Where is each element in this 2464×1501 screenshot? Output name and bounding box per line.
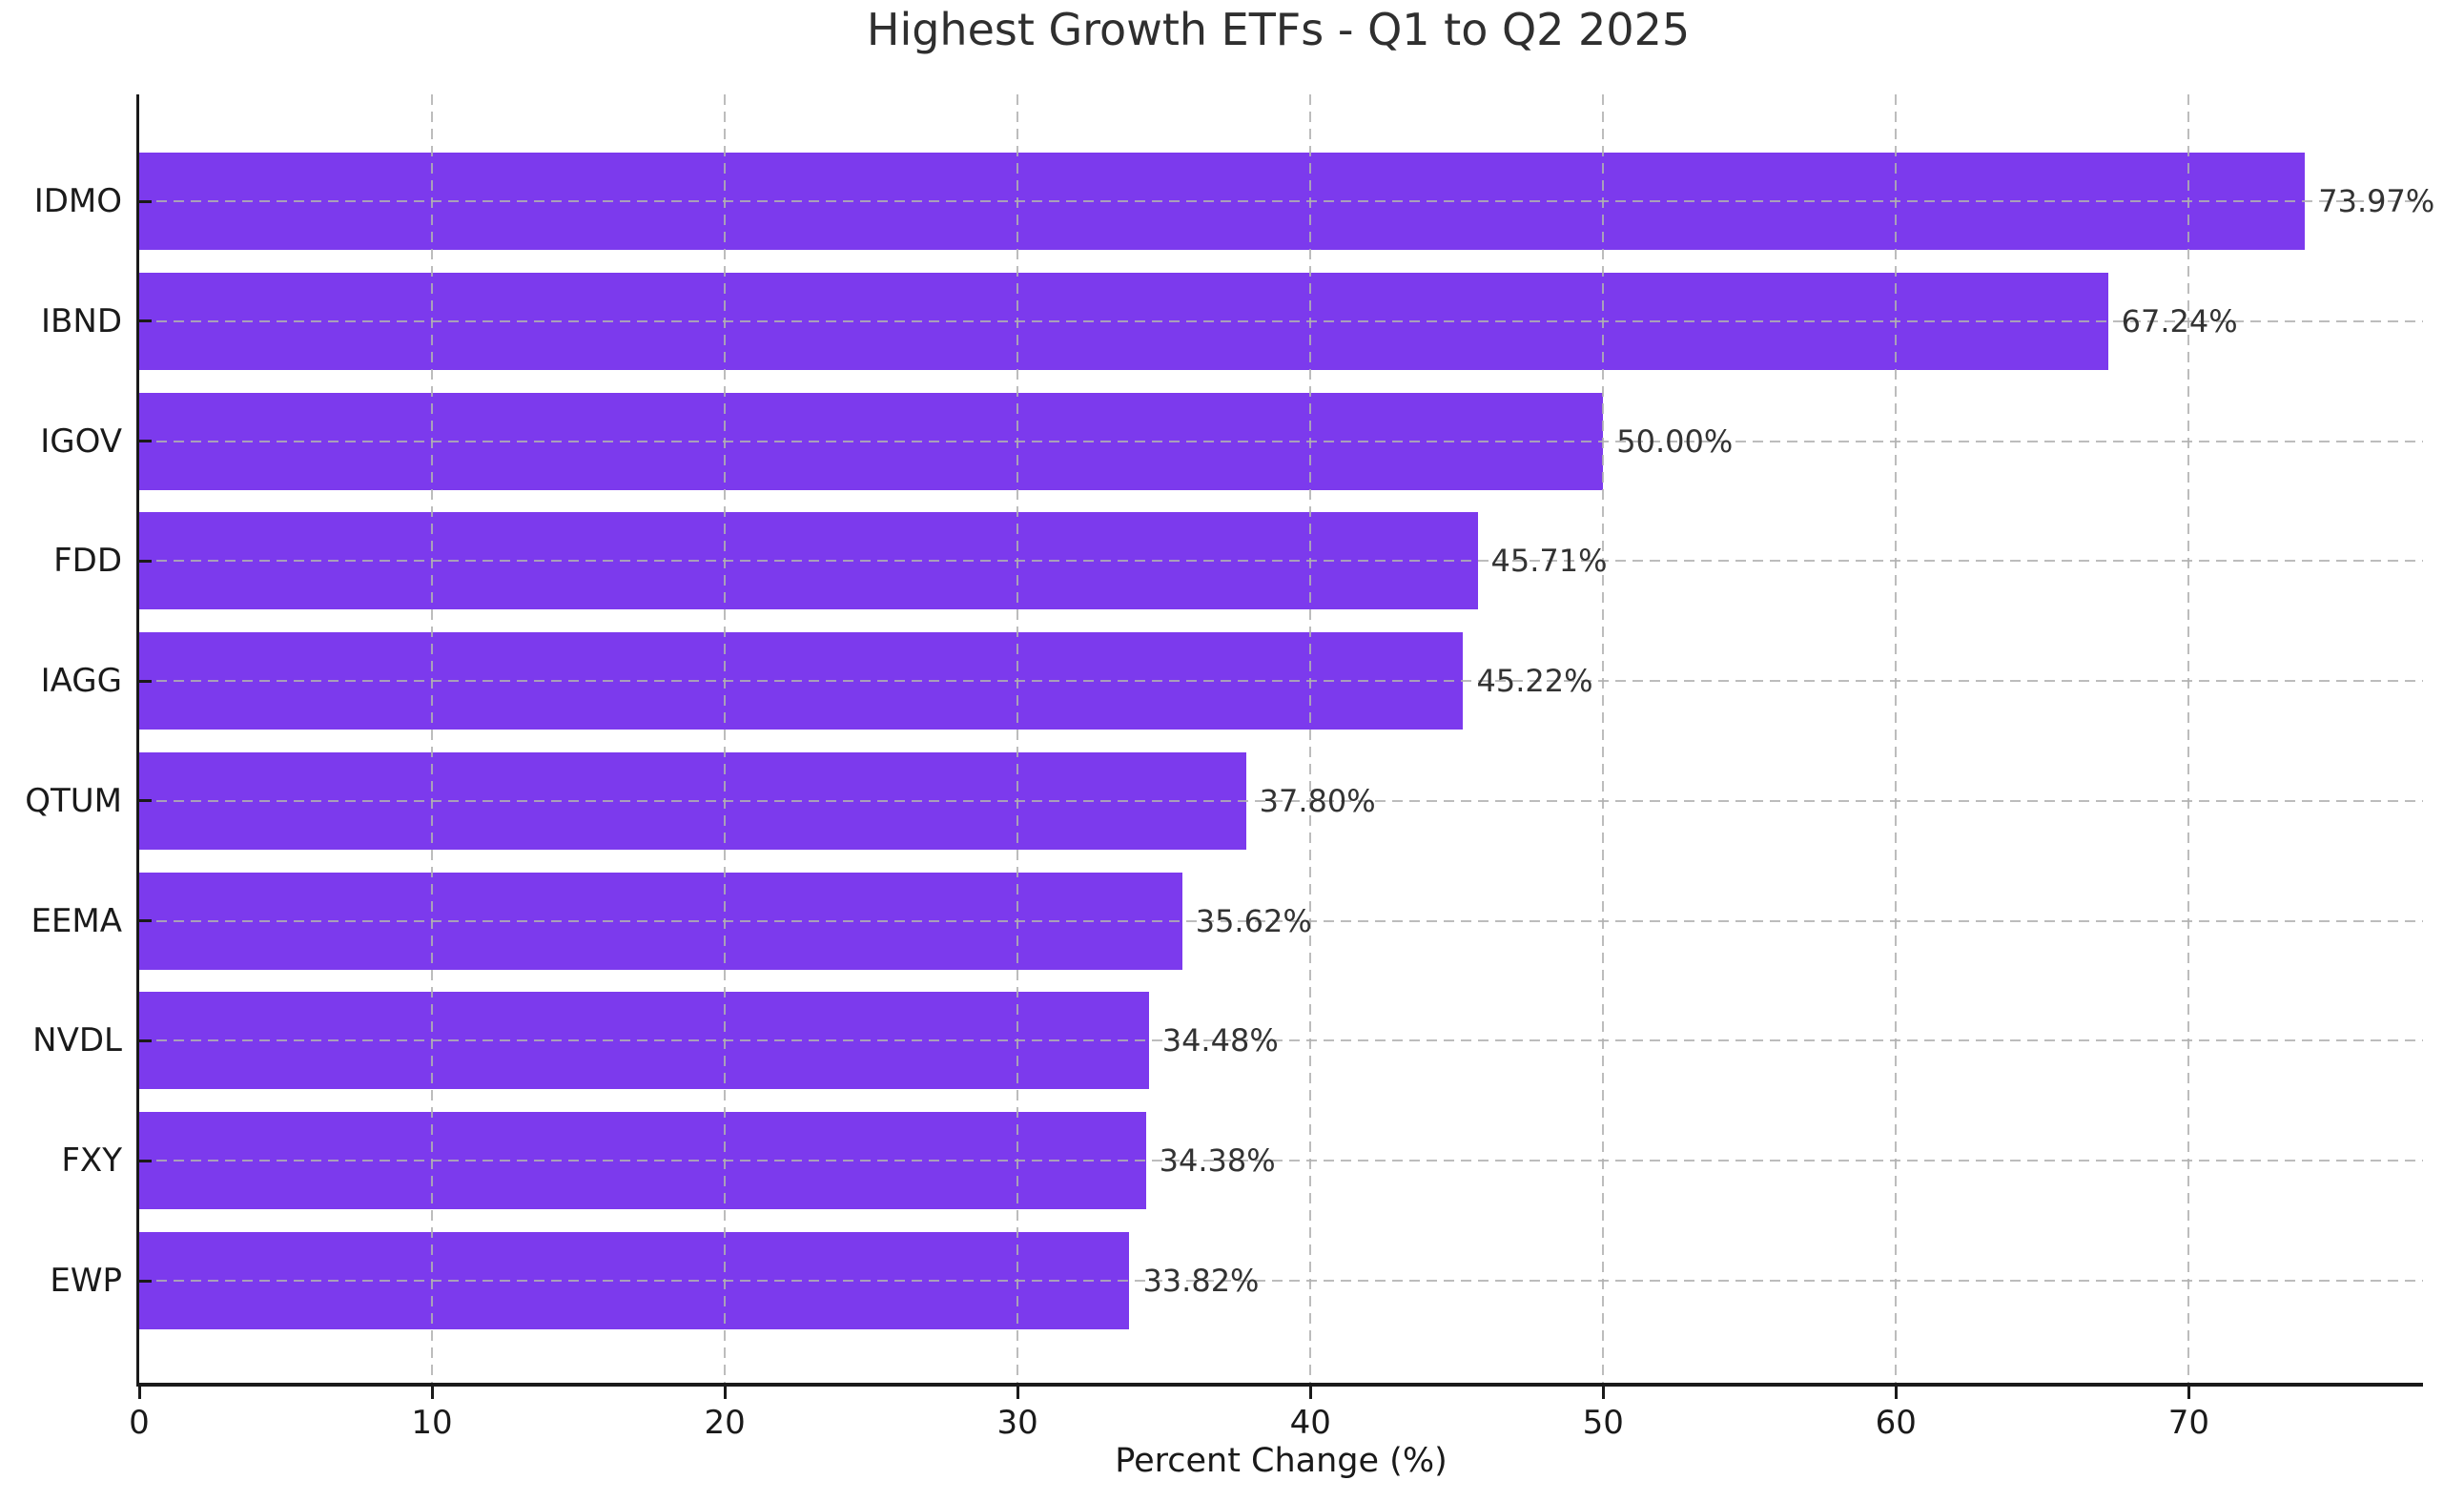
category-label-qtum: QTUM bbox=[25, 781, 122, 820]
y-tick-mark bbox=[139, 559, 152, 563]
x-tick-label: 10 bbox=[411, 1404, 453, 1442]
value-label-eema: 35.62% bbox=[1195, 902, 1312, 939]
y-tick-mark bbox=[139, 679, 152, 683]
horizontal-gridline bbox=[139, 319, 2423, 322]
value-label-idmo: 73.97% bbox=[2318, 183, 2435, 219]
y-tick-mark bbox=[139, 1159, 152, 1162]
value-label-nvdl: 34.48% bbox=[1161, 1022, 1279, 1059]
horizontal-gridline bbox=[139, 200, 2423, 202]
vertical-gridline bbox=[1602, 94, 1605, 1383]
vertical-gridline bbox=[2187, 94, 2190, 1383]
horizontal-gridline bbox=[139, 680, 2423, 683]
category-label-nvdl: NVDL bbox=[32, 1021, 122, 1060]
y-tick-mark bbox=[139, 919, 152, 923]
x-tick-label: 0 bbox=[129, 1404, 150, 1442]
category-label-iagg: IAGG bbox=[40, 662, 122, 701]
horizontal-gridline bbox=[139, 919, 2423, 922]
horizontal-gridline bbox=[139, 560, 2423, 563]
y-tick-mark bbox=[139, 1279, 152, 1283]
x-tick-label: 70 bbox=[2167, 1404, 2209, 1442]
value-label-iagg: 45.22% bbox=[1476, 663, 1593, 700]
horizontal-gridline bbox=[139, 1280, 2423, 1283]
x-tick-mark bbox=[1601, 1387, 1605, 1399]
horizontal-gridline bbox=[139, 1039, 2423, 1042]
x-tick-mark bbox=[2187, 1387, 2190, 1399]
x-tick-label: 50 bbox=[1582, 1404, 1624, 1442]
category-label-fxy: FXY bbox=[61, 1141, 122, 1181]
category-label-idmo: IDMO bbox=[33, 182, 122, 220]
vertical-gridline bbox=[1016, 94, 1019, 1383]
x-axis-label: Percent Change (%) bbox=[1115, 1442, 1448, 1480]
x-tick-mark bbox=[137, 1387, 141, 1399]
category-label-eema: EEMA bbox=[31, 901, 122, 940]
horizontal-gridline bbox=[139, 1160, 2423, 1162]
vertical-gridline bbox=[431, 94, 434, 1383]
vertical-gridline bbox=[724, 94, 727, 1383]
x-tick-mark bbox=[1016, 1387, 1019, 1399]
x-tick-mark bbox=[1308, 1387, 1312, 1399]
category-label-igov: IGOV bbox=[40, 422, 122, 461]
value-label-fxy: 34.38% bbox=[1159, 1142, 1276, 1180]
x-tick-label: 30 bbox=[996, 1404, 1038, 1442]
vertical-gridline bbox=[1895, 94, 1898, 1383]
category-label-ibnd: IBND bbox=[41, 301, 122, 340]
x-tick-label: 40 bbox=[1289, 1404, 1331, 1442]
x-tick-mark bbox=[723, 1387, 727, 1399]
plot-area: Percent Change (%) IDMO 73.97% IBND 67.24% I… bbox=[25, 94, 2434, 1480]
y-tick-mark bbox=[139, 319, 152, 323]
y-tick-mark bbox=[139, 199, 152, 203]
vertical-gridline bbox=[1309, 94, 1312, 1383]
category-label-ewp: EWP bbox=[50, 1262, 122, 1301]
y-tick-mark bbox=[139, 799, 152, 803]
category-label-fdd: FDD bbox=[53, 542, 122, 581]
x-tick-mark bbox=[1894, 1387, 1898, 1399]
value-label-fdd: 45.71% bbox=[1490, 543, 1608, 580]
value-label-igov: 50.00% bbox=[1616, 422, 1734, 460]
horizontal-gridline bbox=[139, 799, 2423, 802]
y-tick-mark bbox=[139, 440, 152, 443]
value-label-ewp: 33.82% bbox=[1142, 1263, 1260, 1300]
x-tick-mark bbox=[430, 1387, 434, 1399]
x-tick-label: 60 bbox=[1875, 1404, 1917, 1442]
chart-title: Highest Growth ETFs - Q1 to Q2 2025 bbox=[866, 4, 1691, 55]
y-tick-mark bbox=[139, 1038, 152, 1042]
value-label-qtum: 37.80% bbox=[1259, 782, 1376, 819]
x-tick-label: 20 bbox=[704, 1404, 746, 1442]
horizontal-gridline bbox=[139, 440, 2423, 442]
value-label-ibnd: 67.24% bbox=[2121, 302, 2238, 339]
